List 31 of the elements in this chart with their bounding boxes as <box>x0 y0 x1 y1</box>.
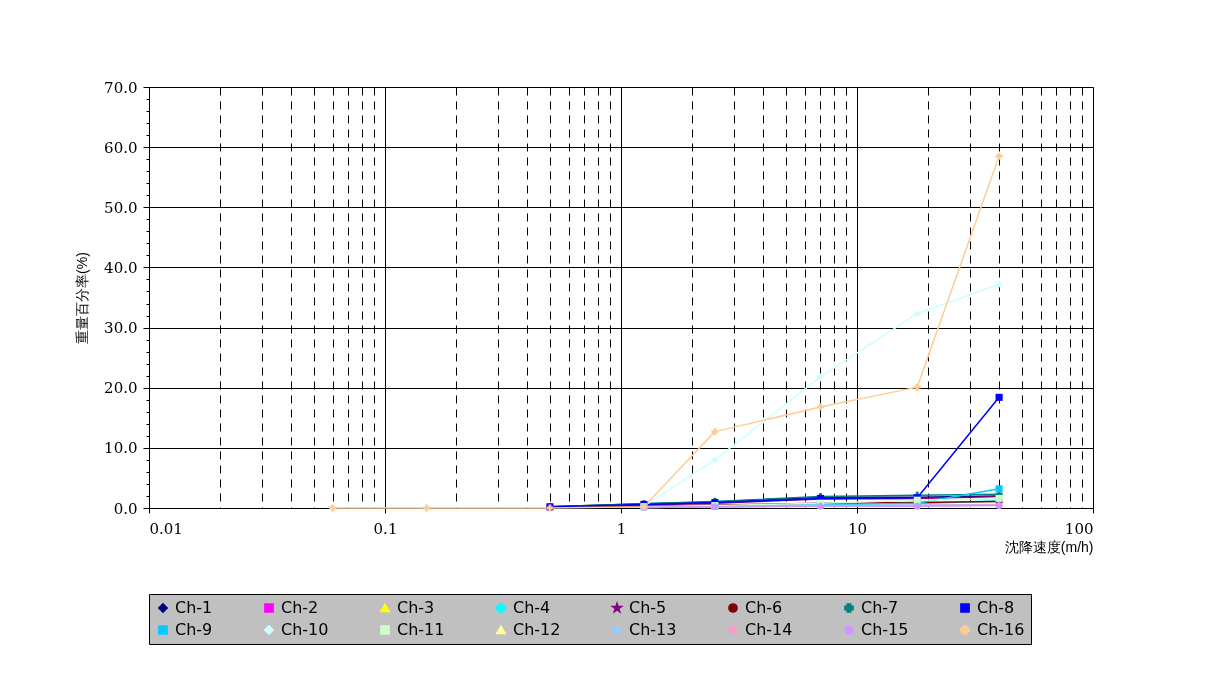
legend-label: Ch-6 <box>745 598 783 617</box>
x-axis-title: 沈降速度(m/h) <box>1004 538 1094 555</box>
legend-label: Ch-14 <box>745 620 793 639</box>
x-tick-label: 0.01 <box>149 519 183 538</box>
y-tick-label: 0.0 <box>113 499 138 518</box>
legend-label: Ch-8 <box>977 598 1015 617</box>
legend-label: Ch-11 <box>397 620 445 639</box>
y-tick-label: 10.0 <box>104 439 138 458</box>
legend-label: Ch-3 <box>397 598 435 617</box>
y-tick-label: 70.0 <box>104 78 138 97</box>
x-tick-label: 1 <box>616 519 627 538</box>
y-tick-label: 30.0 <box>104 319 138 338</box>
legend-label: Ch-4 <box>513 598 551 617</box>
legend-label: Ch-10 <box>281 620 329 639</box>
y-tick-label: 60.0 <box>104 138 138 157</box>
legend-label: Ch-7 <box>861 598 899 617</box>
y-tick-label: 20.0 <box>104 379 138 398</box>
legend-label: Ch-12 <box>513 620 561 639</box>
legend-label: Ch-9 <box>175 620 213 639</box>
legend-label: Ch-1 <box>175 598 213 617</box>
legend-label: Ch-15 <box>861 620 909 639</box>
legend-label: Ch-5 <box>629 598 667 617</box>
x-tick-label: 100 <box>1064 519 1094 538</box>
legend-label: Ch-2 <box>281 598 319 617</box>
legend-label: Ch-13 <box>629 620 677 639</box>
y-tick-label: 50.0 <box>104 198 138 217</box>
x-tick-label: 10 <box>847 519 868 538</box>
legend-label: Ch-16 <box>977 620 1025 639</box>
y-tick-label: 40.0 <box>104 258 138 277</box>
y-axis-title: 重量百分率(%) <box>74 252 91 344</box>
x-tick-label: 0.1 <box>373 519 398 538</box>
